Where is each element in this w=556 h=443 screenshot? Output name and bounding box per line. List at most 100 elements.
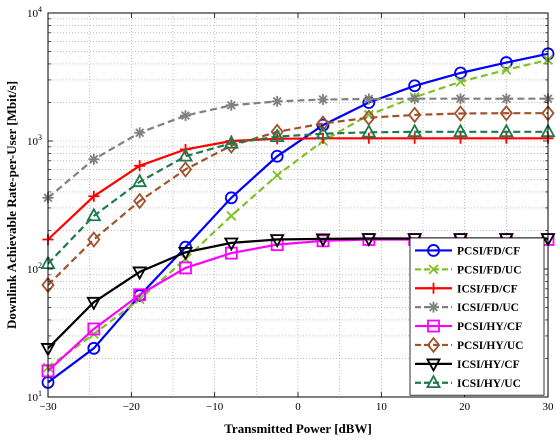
- series-icsi-hy-uc: [40, 123, 556, 270]
- data-point: [87, 322, 101, 336]
- legend-item: PCSI/FD/UC: [415, 264, 522, 276]
- data-point: [87, 341, 101, 355]
- series-line: [47, 97, 548, 199]
- data-point: [132, 266, 148, 281]
- data-point: [316, 115, 330, 132]
- data-point: [224, 191, 238, 205]
- data-point: [179, 261, 192, 275]
- data-point: [409, 93, 421, 105]
- legend-item: ICSI/FD/UC: [415, 301, 519, 314]
- data-point: [499, 104, 513, 122]
- data-point: [428, 264, 439, 275]
- series-line: [47, 130, 548, 265]
- series-line: [47, 58, 549, 369]
- series-icsi-fd-cf: [42, 132, 554, 246]
- data-point: [427, 244, 440, 257]
- legend-label: ICSI/FD/UC: [457, 302, 519, 314]
- data-point: [88, 153, 100, 165]
- data-point: [408, 79, 422, 93]
- x-tick-label: 0: [295, 401, 301, 413]
- data-point: [454, 66, 467, 80]
- legend: PCSI/FD/CF PCSI/FD/UC ICSI/FD/CF ICSI/FD/UC…: [409, 237, 545, 396]
- data-point: [499, 56, 513, 69]
- data-point: [225, 99, 237, 111]
- x-tick-label: 30: [543, 401, 555, 413]
- data-point: [317, 93, 329, 105]
- series-line: [47, 137, 548, 241]
- legend-label: PCSI/FD/CF: [457, 245, 520, 257]
- legend-item: PCSI/FD/CF: [415, 244, 520, 257]
- data-point: [133, 288, 147, 302]
- data-point: [363, 132, 375, 144]
- y-tick-label: 104: [27, 5, 42, 20]
- series-pcsi-hy-uc: [41, 104, 555, 294]
- data-point: [407, 123, 423, 138]
- x-tick-label: −20: [123, 401, 141, 413]
- y-tick-label: 103: [27, 133, 42, 148]
- legend-item: ICSI/HY/CF: [415, 358, 520, 373]
- data-point: [178, 161, 193, 178]
- data-point: [223, 134, 239, 149]
- data-point: [498, 123, 514, 138]
- data-point: [270, 149, 284, 163]
- data-point: [86, 207, 102, 222]
- data-point: [425, 358, 442, 373]
- data-point: [134, 127, 146, 139]
- data-point: [408, 106, 422, 124]
- data-point: [88, 190, 100, 202]
- data-point: [133, 192, 147, 210]
- data-point: [272, 170, 283, 181]
- x-tick-label: −10: [206, 401, 224, 413]
- legend-label: ICSI/FD/CF: [457, 283, 518, 295]
- ticks: −30 −20 −10 0 10 20 30 101 102 103 104: [27, 5, 554, 413]
- data-point: [501, 64, 512, 75]
- series-layer: [40, 47, 556, 389]
- legend-label: PCSI/HY/UC: [457, 340, 523, 352]
- data-point: [409, 132, 421, 144]
- legend-item: ICSI/HY/UC: [415, 374, 521, 390]
- data-point: [226, 210, 237, 221]
- data-point: [315, 125, 331, 140]
- y-axis-title: Downlink Achievable Rate-per-User [Mbit/…: [4, 81, 19, 329]
- data-point: [315, 233, 331, 248]
- data-point: [132, 173, 148, 188]
- data-point: [177, 247, 194, 261]
- x-tick-label: 20: [459, 401, 471, 413]
- legend-label: PCSI/HY/CF: [457, 321, 522, 333]
- data-point: [177, 147, 194, 162]
- legend-label: ICSI/HY/CF: [457, 359, 520, 371]
- legend-box: [409, 237, 545, 396]
- data-point: [86, 296, 102, 311]
- data-point: [455, 76, 466, 87]
- data-point: [428, 282, 439, 294]
- data-point: [500, 132, 512, 144]
- data-point: [363, 93, 375, 105]
- y-tick-label: 102: [27, 261, 42, 276]
- data-point: [271, 95, 283, 107]
- data-point: [180, 110, 191, 122]
- data-point: [453, 105, 468, 122]
- x-tick-label: 10: [376, 401, 388, 413]
- legend-item: ICSI/FD/CF: [415, 282, 518, 295]
- legend-label: PCSI/FD/UC: [457, 264, 522, 276]
- data-point: [426, 336, 441, 354]
- data-point: [500, 93, 512, 105]
- data-point: [269, 128, 285, 143]
- legend-item: PCSI/HY/UC: [415, 336, 523, 354]
- legend-label: ICSI/HY/UC: [457, 378, 521, 390]
- data-point: [428, 301, 439, 313]
- x-tick-label: −30: [39, 401, 57, 413]
- data-point: [269, 234, 285, 248]
- data-point: [455, 93, 466, 105]
- data-point: [134, 160, 146, 172]
- data-point: [425, 374, 442, 389]
- data-point: [270, 123, 284, 141]
- data-point: [361, 233, 377, 247]
- y-tick-label: 101: [27, 389, 42, 404]
- data-point: [361, 123, 377, 138]
- series-line: [47, 112, 548, 286]
- data-point: [223, 237, 239, 252]
- legend-item: PCSI/HY/CF: [415, 319, 522, 333]
- data-point: [455, 132, 466, 144]
